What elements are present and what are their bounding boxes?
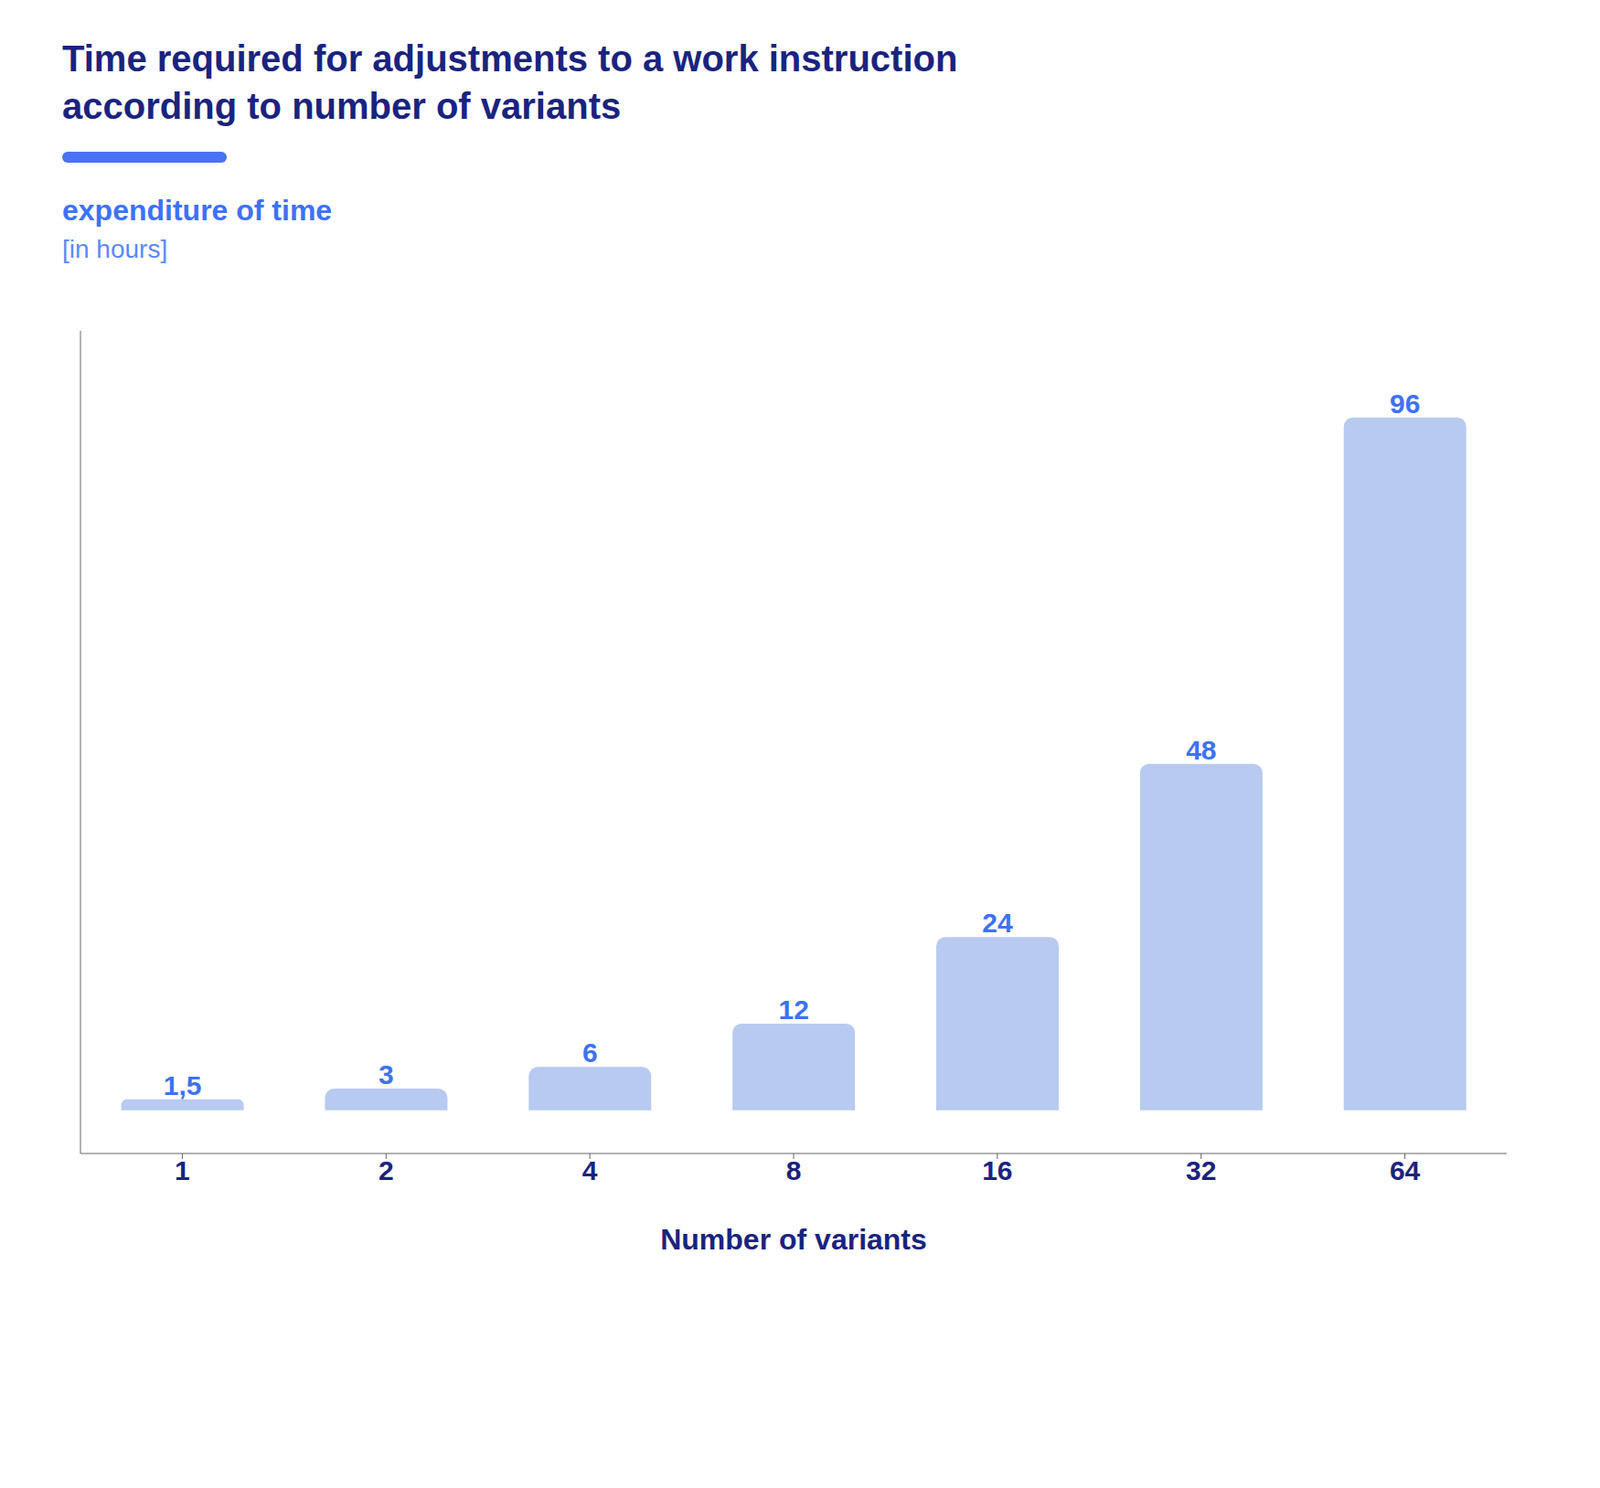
html-text:[in hours]: [in hours]	[62, 234, 168, 264]
svg-text:24: 24	[981, 907, 1014, 939]
svg-text:6: 6	[582, 1037, 598, 1068]
svg-text:48: 48	[1185, 735, 1216, 766]
svg-text:2: 2	[378, 1155, 395, 1186]
svg-text:16: 16	[981, 1155, 1013, 1186]
svg-text:64: 64	[1389, 1155, 1421, 1186]
svg-text:Number of variants: Number of variants	[660, 1223, 928, 1257]
svg-text:12: 12	[778, 994, 809, 1025]
html-text:expenditure of time: expenditure of time	[62, 193, 333, 227]
svg-text:8: 8	[786, 1155, 802, 1186]
svg-text:96: 96	[1389, 388, 1420, 419]
html-text:according to number of variant: according to number of variants	[62, 85, 621, 127]
svg-text:32: 32	[1185, 1155, 1216, 1186]
svg-text:1,5: 1,5	[163, 1070, 203, 1101]
svg-text:4: 4	[582, 1155, 598, 1186]
html-text:Time required for adjustments: Time required for adjustments to a work …	[62, 38, 958, 79]
svg-text:3: 3	[378, 1059, 395, 1090]
svg-text:1: 1	[174, 1155, 191, 1186]
